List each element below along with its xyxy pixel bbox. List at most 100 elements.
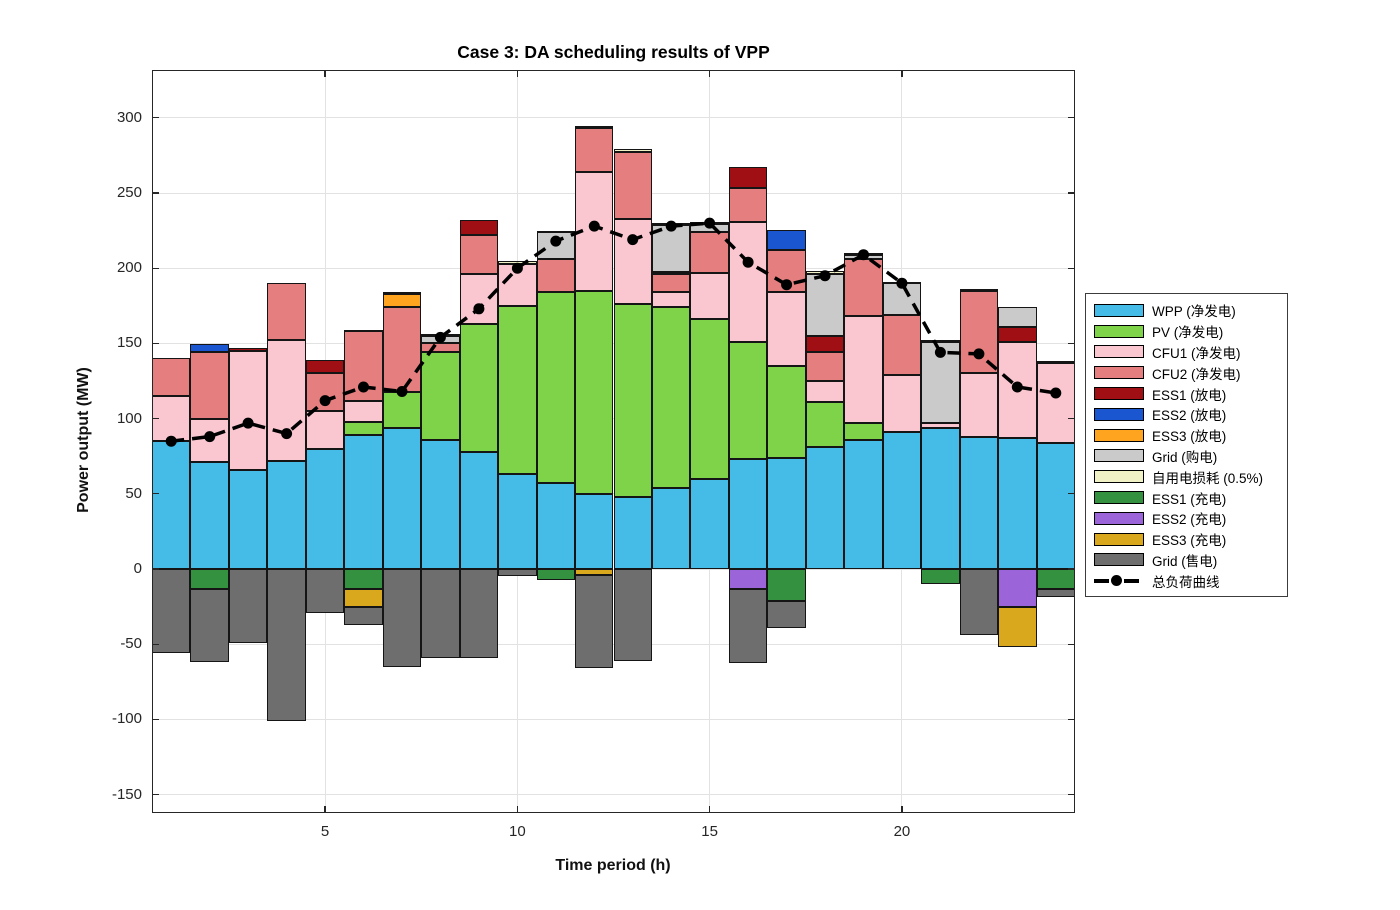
bar-segment xyxy=(613,149,652,153)
x-tick-mark xyxy=(901,70,903,77)
bar-segment xyxy=(651,292,691,308)
bar-segment xyxy=(921,569,960,585)
bar-segment xyxy=(921,341,960,424)
bar-segment xyxy=(382,293,422,308)
bar-segment xyxy=(344,588,383,607)
legend-item: Grid (售电) xyxy=(1094,550,1281,571)
bar-segment xyxy=(228,469,268,569)
bar-segment xyxy=(190,418,229,463)
bar-segment xyxy=(805,274,845,336)
bar-segment xyxy=(344,329,383,332)
bar-segment xyxy=(728,569,768,590)
y-tick-mark xyxy=(1068,794,1075,796)
bar-segment xyxy=(421,343,460,353)
bar-segment xyxy=(805,352,845,381)
bar-segment xyxy=(421,335,460,344)
marker-dot xyxy=(1111,575,1122,587)
bar-segment xyxy=(998,438,1037,569)
bar-segment xyxy=(344,606,383,625)
legend-item: PV (净发电) xyxy=(1094,321,1281,342)
legend-swatch xyxy=(1094,407,1144,421)
y-tick-mark xyxy=(152,267,159,269)
bar-segment xyxy=(421,352,460,440)
bar-segment xyxy=(344,435,383,569)
bar-segment xyxy=(690,221,729,224)
bar-segment xyxy=(459,451,499,569)
bar-segment xyxy=(651,223,691,226)
bar-segment xyxy=(613,218,652,305)
legend-label: 自用电损耗 (0.5%) xyxy=(1152,470,1264,486)
bar-segment xyxy=(805,381,845,403)
bar-segment xyxy=(651,274,691,293)
y-tick-label: 100 xyxy=(116,409,142,427)
bar-segment xyxy=(190,588,229,663)
bar-segment xyxy=(767,292,806,366)
marker-dash xyxy=(1094,579,1109,583)
bar-segment xyxy=(998,341,1037,439)
bar-segment xyxy=(267,283,306,341)
bar-segment xyxy=(805,402,845,448)
bar-segment xyxy=(805,335,845,353)
bar-segment xyxy=(959,288,999,291)
bar-segment xyxy=(382,391,422,428)
y-tick-label: 0 xyxy=(133,560,142,577)
legend-item: ESS2 (充电) xyxy=(1094,508,1281,529)
bar-segment xyxy=(728,221,768,342)
legend-item: CFU1 (净发电) xyxy=(1094,342,1281,363)
legend-swatch xyxy=(1094,553,1144,567)
legend-swatch xyxy=(1094,366,1144,380)
y-tick-mark xyxy=(152,643,159,645)
bar-segment xyxy=(728,589,768,663)
bar-segment xyxy=(344,400,383,422)
bar-segment xyxy=(459,274,499,324)
bar-segment xyxy=(190,352,229,419)
legend-item: Grid (购电) xyxy=(1094,446,1281,467)
legend-label: ESS1 (放电) xyxy=(1152,387,1227,403)
bar-segment xyxy=(959,290,999,374)
legend-swatch xyxy=(1094,532,1144,546)
bar-segment xyxy=(921,427,960,569)
bar-segment xyxy=(882,281,922,284)
x-tick-label: 15 xyxy=(701,823,718,840)
bar-segment xyxy=(613,496,652,569)
bar-segment xyxy=(536,292,576,484)
h-gridline xyxy=(152,718,1075,720)
bar-segment xyxy=(1036,588,1075,597)
bar-segment xyxy=(959,436,999,569)
bar-segment xyxy=(805,271,845,275)
bar-segment xyxy=(152,358,191,397)
bar-segment xyxy=(575,493,614,569)
bar-segment xyxy=(767,250,806,293)
bar-segment xyxy=(421,439,460,569)
bar-segment xyxy=(959,373,999,437)
bar-segment xyxy=(575,575,614,669)
bar-segment xyxy=(1036,569,1075,589)
bar-segment xyxy=(459,323,499,452)
x-tick-label: 20 xyxy=(893,823,911,840)
bar-segment xyxy=(998,569,1037,607)
bar-segment xyxy=(152,569,191,654)
legend-swatch xyxy=(1094,470,1144,484)
bar-segment xyxy=(921,340,960,343)
legend-label: CFU2 (净发电) xyxy=(1152,366,1241,382)
x-tick-mark xyxy=(324,70,326,77)
bar-segment xyxy=(728,341,768,460)
bar-segment xyxy=(228,347,268,351)
bar-segment xyxy=(421,569,460,658)
bar-segment xyxy=(651,271,691,275)
bar-segment xyxy=(344,569,383,589)
legend-label: ESS2 (放电) xyxy=(1152,408,1227,424)
bar-segment xyxy=(613,569,652,661)
legend-item: CFU2 (净发电) xyxy=(1094,362,1281,383)
y-tick-label: 300 xyxy=(116,108,142,126)
bar-segment xyxy=(882,374,922,433)
legend-swatch xyxy=(1094,345,1144,359)
bar-segment xyxy=(882,314,922,375)
bar-segment xyxy=(228,569,268,643)
bar-segment xyxy=(305,448,345,569)
legend-label: WPP (净发电) xyxy=(1152,304,1236,320)
bar-segment xyxy=(844,439,883,569)
legend-item: ESS1 (放电) xyxy=(1094,383,1281,404)
bar-segment xyxy=(690,478,729,569)
bar-segment xyxy=(882,432,922,569)
